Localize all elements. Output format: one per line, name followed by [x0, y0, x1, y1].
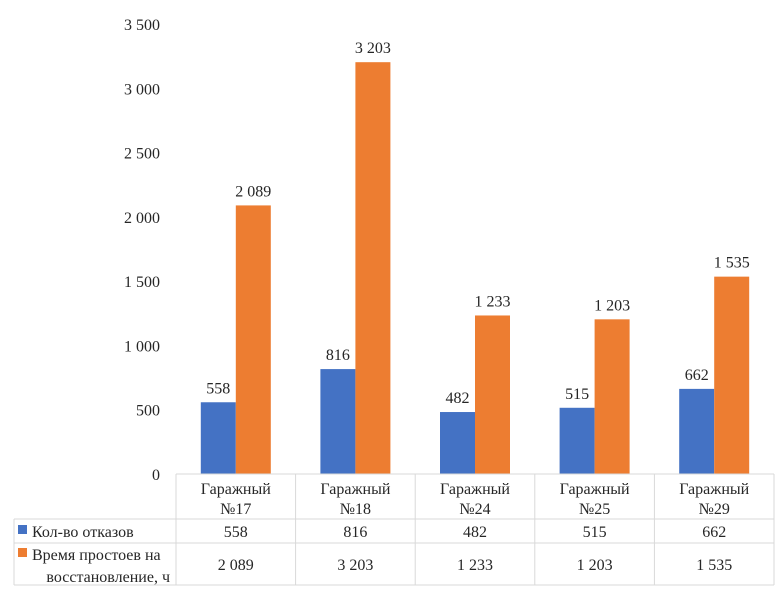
legend-label: Время простоев на [32, 547, 161, 564]
table-cell: 1 203 [577, 557, 613, 574]
category-label: №17 [220, 501, 251, 518]
bar-failures [320, 369, 356, 474]
category-label: Гаражный [320, 481, 390, 498]
table-cell: 1 233 [457, 557, 493, 574]
y-tick-label: 3 000 [124, 81, 160, 98]
data-label: 1 535 [714, 255, 750, 272]
legend-label: Кол-во отказов [32, 524, 134, 541]
category-label: №29 [699, 501, 730, 518]
data-label: 816 [326, 347, 350, 364]
bars [200, 62, 750, 474]
y-tick-label: 1 500 [124, 274, 160, 291]
category-label: №24 [459, 501, 490, 518]
bar-failures [200, 402, 236, 474]
category-label: Гаражный [560, 481, 630, 498]
bar-downtime [355, 62, 391, 474]
y-tick-label: 1 000 [124, 338, 160, 355]
y-tick-label: 2 000 [124, 210, 160, 227]
table-cell: 662 [702, 524, 726, 541]
legend-key [18, 525, 27, 534]
bar-failures [559, 407, 595, 474]
data-table: Гаражный №17 Гаражный №18 Гаражный №24 Гаражны… [13, 473, 775, 586]
category-label: №25 [579, 501, 610, 518]
data-label: 558 [206, 380, 230, 397]
data-label: 482 [446, 390, 470, 407]
table-cell: 2 089 [218, 557, 254, 574]
category-label: Гаражный [440, 481, 510, 498]
category-label: Гаражный [201, 481, 271, 498]
legend-label: восстановление, ч [46, 569, 170, 586]
table-cell: 558 [224, 524, 248, 541]
data-label: 3 203 [355, 40, 391, 57]
data-label: 662 [685, 367, 709, 384]
y-tick-label: 2 500 [124, 146, 160, 163]
bar-failures [440, 412, 475, 474]
table-cell: 515 [583, 524, 607, 541]
data-label: 1 203 [594, 297, 630, 314]
category-label: №18 [340, 501, 371, 518]
data-label: 2 089 [235, 183, 271, 200]
category-label: Гаражный [679, 481, 749, 498]
y-tick-label: 0 [152, 467, 160, 484]
legend-key [18, 548, 27, 557]
table-cell: 816 [343, 524, 367, 541]
bar-downtime [714, 276, 750, 474]
y-tick-label: 3 500 [124, 17, 160, 34]
bar-failures [679, 388, 715, 474]
table-cell: 1 535 [696, 557, 732, 574]
data-label: 1 233 [475, 293, 511, 310]
bar-downtime [475, 315, 510, 474]
table-cell: 3 203 [337, 557, 373, 574]
data-labels: 558 816 482 515 662 2 089 3 203 1 233 1 203 1 535 [206, 40, 749, 407]
table-cell: 482 [463, 524, 487, 541]
y-tick-label: 500 [136, 403, 160, 420]
bar-downtime [594, 319, 630, 474]
bar-downtime [235, 205, 271, 474]
y-axis: 0 500 1 000 1 500 2 000 2 500 3 000 3 500 [124, 17, 160, 484]
data-label: 515 [565, 386, 589, 403]
